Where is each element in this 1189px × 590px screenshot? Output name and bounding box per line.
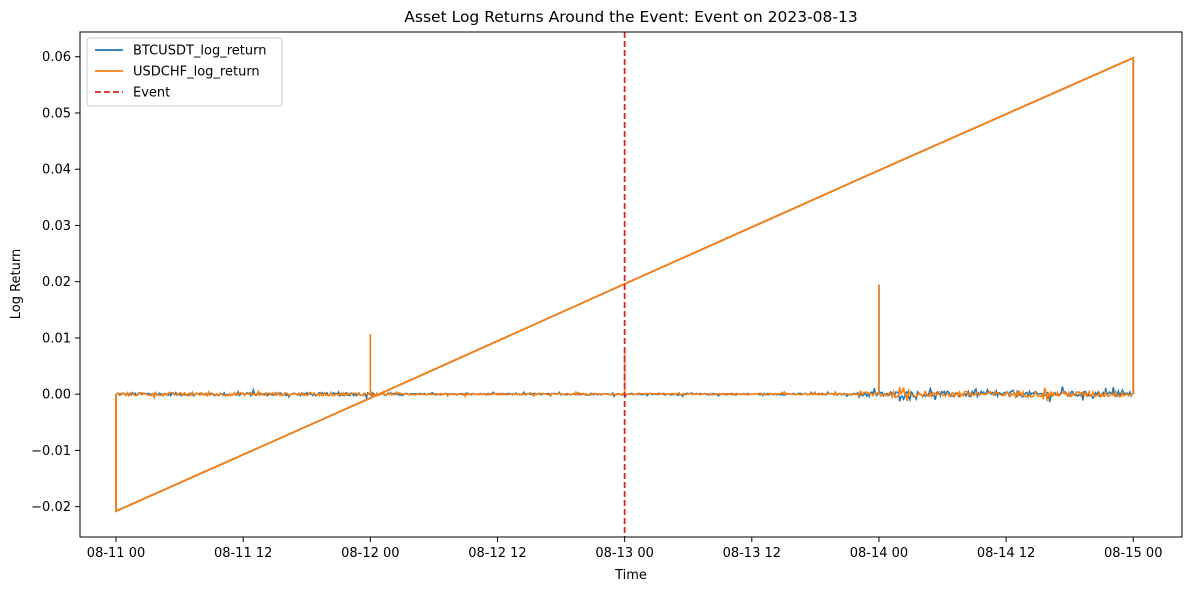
plot-area bbox=[115, 32, 1135, 537]
axes-frame bbox=[79, 31, 1183, 538]
legend-label: Event bbox=[133, 86, 170, 101]
y-tick-label: 0.00 bbox=[42, 388, 71, 403]
x-tick-label: 08-11 12 bbox=[214, 546, 272, 561]
x-axis-label: Time bbox=[614, 568, 647, 583]
x-tick-label: 08-14 12 bbox=[977, 546, 1035, 561]
y-tick-label: −0.02 bbox=[31, 500, 71, 515]
x-tick-label: 08-12 12 bbox=[468, 546, 526, 561]
y-tick-label: 0.06 bbox=[42, 50, 71, 65]
y-tick-label: 0.02 bbox=[42, 275, 71, 290]
x-tick-label: 08-14 00 bbox=[850, 546, 908, 561]
x-tick-label: 08-12 00 bbox=[341, 546, 399, 561]
x-axis: 08-11 00 08-11 12 08-12 00 08-12 12 08-13 00… bbox=[87, 537, 1162, 561]
legend-box bbox=[86, 37, 283, 107]
x-tick-label: 08-13 00 bbox=[595, 546, 653, 561]
x-tick-label: 08-11 00 bbox=[87, 546, 145, 561]
x-tick-label: 08-15 00 bbox=[1104, 546, 1162, 561]
y-tick-label: 0.03 bbox=[42, 219, 71, 234]
chart-title: Asset Log Returns Around the Event: Even… bbox=[404, 8, 857, 26]
y-tick-label: 0.04 bbox=[42, 163, 71, 178]
legend: BTCUSDT_log_return USDCHF_log_return Event bbox=[86, 37, 283, 107]
y-axis-label: Log Return bbox=[9, 249, 24, 320]
y-axis: −0.02 −0.01 0.00 0.01 0.02 0.03 0.04 0.05 0.06 bbox=[31, 50, 80, 515]
y-tick-label: −0.01 bbox=[31, 444, 71, 459]
legend-label: BTCUSDT_log_return bbox=[133, 44, 266, 59]
y-tick-label: 0.05 bbox=[42, 106, 71, 121]
y-tick-label: 0.01 bbox=[42, 331, 71, 346]
x-tick-label: 08-13 12 bbox=[723, 546, 781, 561]
legend-label: USDCHF_log_return bbox=[133, 65, 260, 80]
series-trend-line bbox=[115, 56, 1135, 513]
